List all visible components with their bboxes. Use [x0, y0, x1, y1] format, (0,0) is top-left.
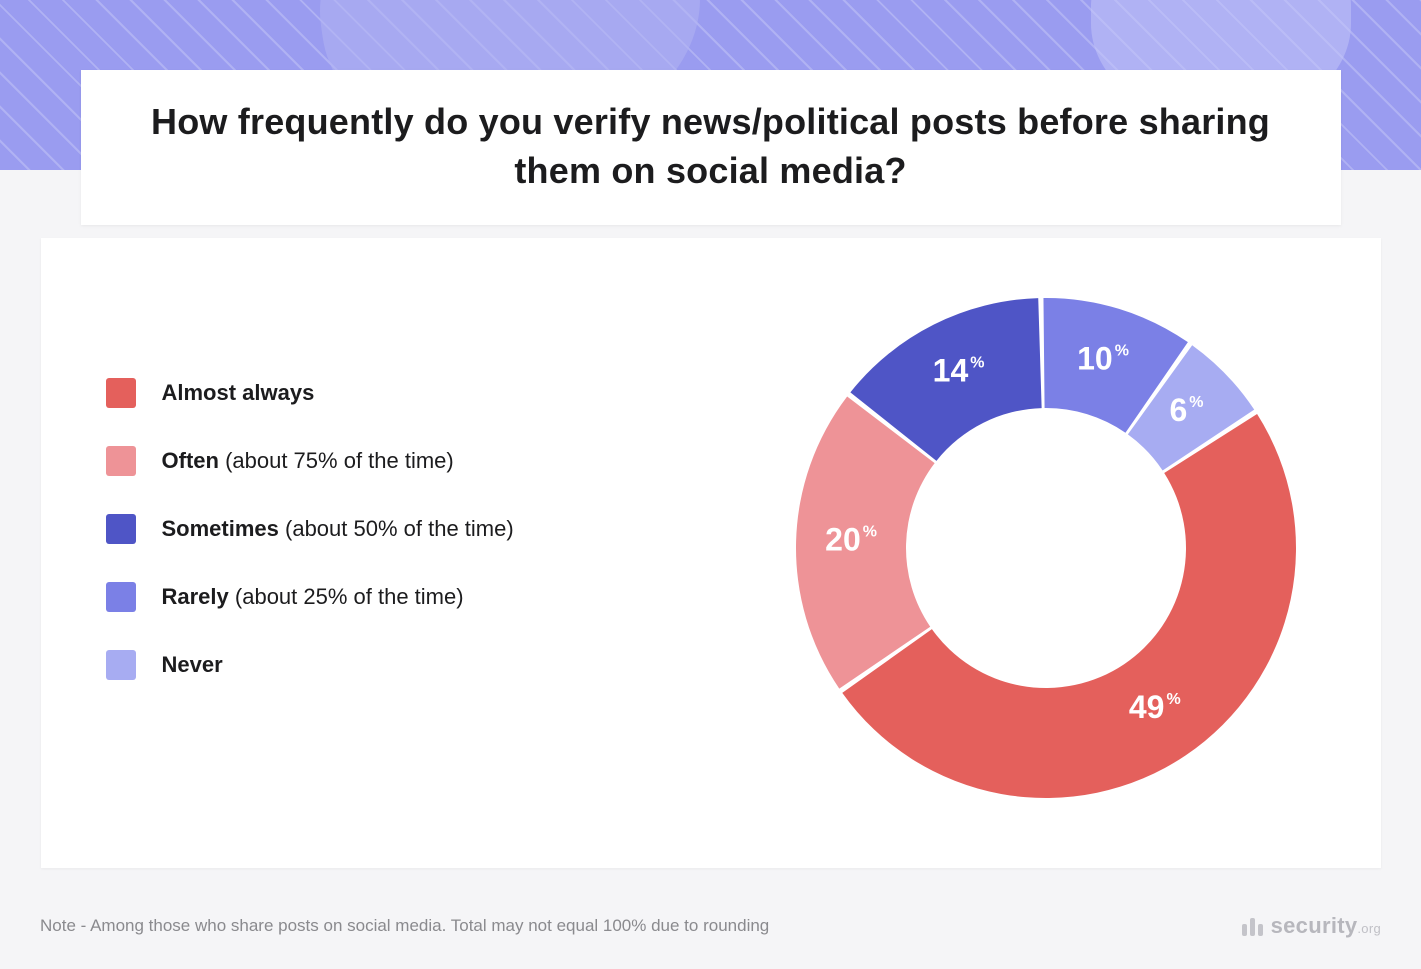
legend-label-bold: Often: [162, 448, 219, 473]
brand-suffix: .org: [1357, 921, 1381, 936]
legend-label-bold: Never: [162, 652, 223, 677]
legend-label-bold: Almost always: [162, 380, 315, 405]
legend-item: Never: [106, 650, 514, 680]
percent-sign: %: [1166, 691, 1180, 708]
legend-label: Rarely (about 25% of the time): [162, 584, 464, 610]
legend-swatch: [106, 514, 136, 544]
legend-swatch: [106, 582, 136, 612]
page-title: How frequently do you verify news/politi…: [141, 98, 1281, 195]
donut-slice-value: 14: [932, 353, 968, 389]
donut-slice-value: 10: [1077, 341, 1113, 377]
donut-slice-value: 49: [1128, 689, 1164, 725]
percent-sign: %: [1189, 394, 1203, 411]
legend-swatch: [106, 446, 136, 476]
legend-label-paren: (about 25% of the time): [229, 584, 464, 609]
footer: Note - Among those who share posts on so…: [40, 913, 1381, 939]
legend-swatch: [106, 650, 136, 680]
percent-sign: %: [970, 355, 984, 372]
brand: security.org: [1242, 913, 1381, 939]
legend-label-bold: Sometimes: [162, 516, 279, 541]
donut-slice-value: 6: [1169, 392, 1187, 428]
title-card: How frequently do you verify news/politi…: [81, 70, 1341, 225]
brand-text: security.org: [1271, 913, 1381, 939]
brand-name: security: [1271, 913, 1358, 938]
legend-label-paren: (about 50% of the time): [279, 516, 514, 541]
donut-slice-value: 20: [825, 522, 861, 558]
chart-card: Almost always Often (about 75% of the tim…: [41, 238, 1381, 868]
legend-label-paren: (about 75% of the time): [219, 448, 454, 473]
legend-swatch: [106, 378, 136, 408]
legend-label-bold: Rarely: [162, 584, 229, 609]
legend-item: Sometimes (about 50% of the time): [106, 514, 514, 544]
percent-sign: %: [862, 524, 876, 541]
legend-item: Rarely (about 25% of the time): [106, 582, 514, 612]
legend-item: Often (about 75% of the time): [106, 446, 514, 476]
legend-label: Often (about 75% of the time): [162, 448, 454, 474]
percent-sign: %: [1114, 343, 1128, 360]
legend-label: Sometimes (about 50% of the time): [162, 516, 514, 542]
brand-icon: [1242, 916, 1263, 936]
footer-note: Note - Among those who share posts on so…: [40, 916, 769, 936]
legend-label: Never: [162, 652, 223, 678]
donut-chart: 49%20%14%10%6%: [781, 283, 1311, 813]
legend: Almost always Often (about 75% of the tim…: [106, 378, 514, 680]
legend-item: Almost always: [106, 378, 514, 408]
legend-label: Almost always: [162, 380, 315, 406]
